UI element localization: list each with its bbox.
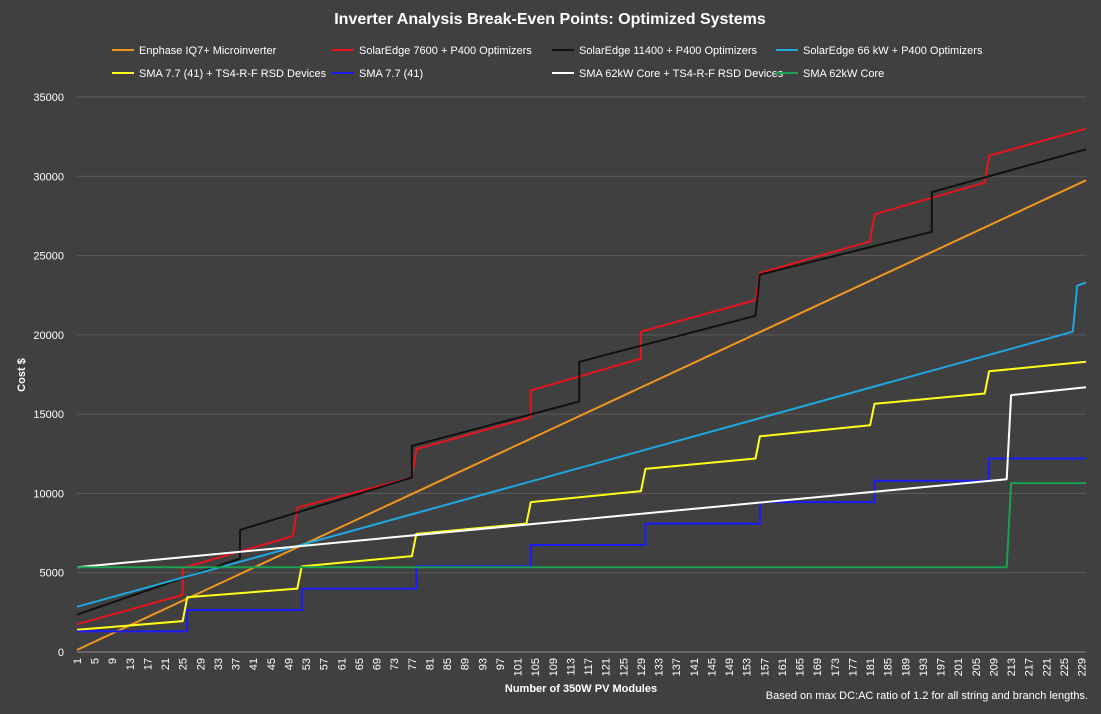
x-tick-label: 101 [513, 658, 525, 676]
y-tick-label: 10000 [33, 488, 64, 500]
x-tick-label: 53 [301, 658, 313, 670]
x-tick-label: 173 [830, 658, 842, 676]
x-tick-label: 117 [583, 658, 595, 676]
x-tick-label: 189 [900, 658, 912, 676]
x-tick-label: 217 [1024, 658, 1036, 676]
x-tick-label: 133 [654, 658, 666, 676]
legend-label-4: SMA 7.7 (41) + TS4-R-F RSD Devices [139, 68, 327, 80]
series-line-6 [76, 386, 1087, 569]
x-tick-label: 205 [971, 658, 983, 676]
x-tick-label: 5 [90, 658, 102, 664]
x-tick-label: 85 [442, 658, 454, 670]
x-tick-label: 21 [160, 658, 172, 670]
y-axis-ticks: 0 5000 10000 15000 20000 25000 30000 35000 [33, 92, 64, 659]
x-tick-label: 225 [1059, 658, 1071, 676]
x-tick-label: 49 [283, 658, 295, 670]
x-tick-label: 97 [495, 658, 507, 670]
x-axis-ticks: 1 5 9 13 17 21 25 29 33 37 41 45 49 53 57 61 65 69 73 77 81 8… [72, 658, 1089, 676]
y-tick-label: 30000 [33, 171, 64, 183]
y-tick-label: 5000 [40, 568, 64, 580]
x-tick-label: 141 [689, 658, 701, 676]
x-tick-label: 13 [125, 658, 137, 670]
x-tick-label: 229 [1077, 658, 1089, 676]
x-tick-label: 125 [618, 658, 630, 676]
x-tick-label: 149 [724, 658, 736, 676]
x-tick-label: 93 [477, 658, 489, 670]
x-tick-label: 29 [195, 658, 207, 670]
x-tick-label: 193 [918, 658, 930, 676]
x-tick-label: 81 [424, 658, 436, 670]
y-tick-label: 15000 [33, 409, 64, 421]
x-tick-label: 73 [389, 658, 401, 670]
y-tick-label: 0 [58, 647, 64, 659]
x-tick-label: 105 [530, 658, 542, 676]
x-tick-label: 157 [759, 658, 771, 676]
y-tick-label: 35000 [33, 92, 64, 104]
x-tick-label: 89 [460, 658, 472, 670]
x-tick-label: 37 [231, 658, 243, 670]
chart-title: Inverter Analysis Break-Even Points: Opt… [334, 11, 766, 28]
legend-label-0: Enphase IQ7+ Microinverter [139, 45, 277, 57]
legend-label-6: SMA 62kW Core + TS4-R-F RSD Devices [579, 68, 784, 80]
x-tick-label: 209 [988, 658, 1000, 676]
y-axis-title: Cost $ [16, 358, 28, 392]
series-line-7 [77, 482, 1086, 569]
x-tick-label: 213 [1006, 658, 1018, 676]
x-tick-label: 153 [742, 658, 754, 676]
x-tick-label: 137 [671, 658, 683, 676]
x-tick-label: 69 [372, 658, 384, 670]
series-line-1 [76, 127, 1087, 626]
legend-label-3: SolarEdge 66 kW + P400 Optimizers [803, 45, 983, 57]
x-tick-label: 169 [812, 658, 824, 676]
series-line-3 [76, 281, 1087, 608]
x-axis-title: Number of 350W PV Modules [505, 683, 657, 695]
x-tick-label: 17 [142, 658, 154, 670]
gridlines [77, 96, 1086, 574]
x-tick-label: 9 [107, 658, 119, 664]
x-tick-label: 129 [636, 658, 648, 676]
series-line-2 [76, 148, 1087, 616]
x-tick-label: 1 [72, 658, 84, 664]
x-tick-label: 145 [706, 658, 718, 676]
x-tick-label: 185 [883, 658, 895, 676]
x-tick-label: 57 [319, 658, 331, 670]
x-tick-label: 161 [777, 658, 789, 676]
x-tick-label: 177 [847, 658, 859, 676]
x-tick-label: 121 [601, 658, 613, 676]
x-tick-label: 61 [336, 658, 348, 670]
x-tick-label: 109 [548, 658, 560, 676]
x-tick-label: 41 [248, 658, 260, 670]
x-tick-label: 77 [407, 658, 419, 670]
x-tick-label: 181 [865, 658, 877, 676]
series-line-0 [76, 179, 1087, 651]
legend: Enphase IQ7+ Microinverter SolarEdge 7600… [112, 45, 983, 80]
x-tick-label: 165 [795, 658, 807, 676]
legend-label-1: SolarEdge 7600 + P400 Optimizers [359, 45, 532, 57]
y-tick-label: 20000 [33, 330, 64, 342]
x-tick-label: 33 [213, 658, 225, 670]
series-line-5 [77, 457, 1086, 633]
footnote: Based on max DC:AC ratio of 1.2 for all … [766, 690, 1088, 702]
legend-label-5: SMA 7.7 (41) [359, 68, 423, 80]
legend-label-2: SolarEdge 11400 + P400 Optimizers [579, 45, 758, 57]
x-tick-label: 65 [354, 658, 366, 670]
x-tick-label: 45 [266, 658, 278, 670]
series-lines [76, 127, 1087, 651]
legend-label-7: SMA 62kW Core [803, 68, 884, 80]
x-tick-label: 197 [936, 658, 948, 676]
x-tick-label: 25 [178, 658, 190, 670]
x-tick-label: 201 [953, 658, 965, 676]
x-tick-label: 113 [565, 658, 577, 676]
x-tick-label: 221 [1041, 658, 1053, 676]
series-line-4 [76, 360, 1087, 631]
y-tick-label: 25000 [33, 251, 64, 263]
